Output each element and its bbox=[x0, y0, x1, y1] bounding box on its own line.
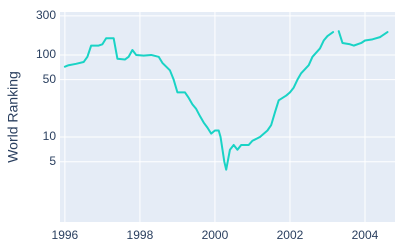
x-tick-label: 1998 bbox=[127, 228, 154, 242]
x-tick-label: 2000 bbox=[202, 228, 229, 242]
y-tick-label: 50 bbox=[43, 72, 57, 86]
y-tick-label: 100 bbox=[36, 47, 56, 61]
x-tick-label: 2002 bbox=[277, 228, 304, 242]
y-axis-title: World Ranking bbox=[5, 71, 21, 163]
y-tick-label: 300 bbox=[36, 8, 56, 22]
line bbox=[63, 30, 389, 171]
x-tick-label: 1996 bbox=[52, 228, 79, 242]
y-tick-label: 5 bbox=[49, 154, 56, 168]
x-tick-label: 2004 bbox=[352, 228, 379, 242]
y-tick-label: 10 bbox=[43, 129, 57, 143]
